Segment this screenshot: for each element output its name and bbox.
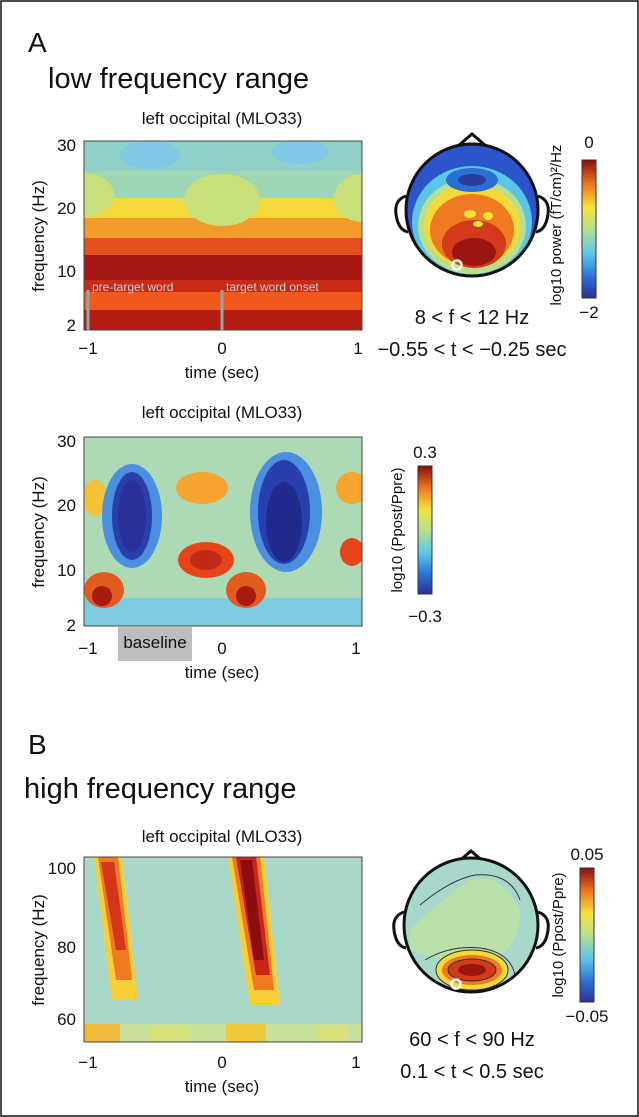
topomap-high-frequency <box>392 849 550 994</box>
panel-b-letter: B <box>28 729 47 760</box>
colorbar-power-label: log10 power (fT/cm)²/Hz <box>548 145 565 306</box>
plot3-heatmap <box>84 857 362 1042</box>
pre-target-annotation: pre-target word <box>92 280 173 294</box>
plot1-ylabel: frequency (Hz) <box>29 180 48 291</box>
colorbar-ratio-high-label: log10 (Ppost/Ppre) <box>550 872 567 997</box>
target-onset-annotation: target word onset <box>226 280 319 294</box>
colorbar-power <box>581 159 597 299</box>
plot1-ytick: 10 <box>57 262 76 281</box>
colorbar-ratio-low <box>417 465 433 595</box>
plot2-ytick: 10 <box>57 561 76 580</box>
topo1-time-range: −0.55 < t < −0.25 sec <box>377 339 566 361</box>
plot2-ytick: 2 <box>67 616 76 635</box>
plot2-xtick: −1 <box>78 639 97 658</box>
plot3-ylabel: frequency (Hz) <box>29 894 48 1005</box>
plot3-ytick: 80 <box>57 938 76 957</box>
plot1-xlabel: time (sec) <box>185 363 260 382</box>
plot2-title: left occipital (MLO33) <box>142 403 303 422</box>
plot3-xtick: 1 <box>351 1053 360 1072</box>
topo2-frequency-range: 60 < f < 90 Hz <box>409 1029 535 1051</box>
plot3-xtick: 0 <box>217 1053 226 1072</box>
plot3-ytick: 100 <box>48 859 76 878</box>
plot1-ytick: 30 <box>57 136 76 155</box>
plot1-title: left occipital (MLO33) <box>142 109 303 128</box>
colorbar-ratio-high <box>579 867 595 1003</box>
plot1-ytick: 2 <box>67 316 76 335</box>
baseline-box <box>118 627 192 661</box>
plot2-xtick: 0 <box>217 639 226 658</box>
sensor-marker <box>451 259 463 271</box>
plot2-heatmap <box>84 437 362 626</box>
plot1-xtick: 0 <box>217 339 226 358</box>
colorbar-ratio-low-min: −0.3 <box>408 607 442 626</box>
colorbar-ratio-low-max: 0.3 <box>413 443 437 462</box>
plot2-xtick: 1 <box>351 639 360 658</box>
plot3-xlabel: time (sec) <box>185 1077 260 1096</box>
colorbar-ratio-low-label: log10 (Ppost/Ppre) <box>389 467 406 592</box>
plot3-ytick: 60 <box>57 1010 76 1029</box>
plot1-xtick: −1 <box>78 339 97 358</box>
panel-a-heading: low frequency range <box>48 63 309 95</box>
plot3-xtick: −1 <box>78 1053 97 1072</box>
topomap-low-frequency <box>394 132 550 278</box>
plot2-xlabel: time (sec) <box>185 663 260 682</box>
sensor-marker <box>450 978 462 990</box>
baseline-label: baseline <box>123 633 186 652</box>
plot2-ylabel: frequency (Hz) <box>29 476 48 587</box>
panel-a-letter: A <box>28 27 47 58</box>
colorbar-ratio-high-max: 0.05 <box>570 845 603 864</box>
plot1-xtick: 1 <box>353 339 362 358</box>
plot3-title: left occipital (MLO33) <box>142 827 303 846</box>
plot1-heatmap <box>84 141 362 330</box>
plot2-ytick: 20 <box>57 496 76 515</box>
panel-b-heading: high frequency range <box>24 773 296 805</box>
colorbar-power-max: 0 <box>584 133 593 152</box>
colorbar-power-min: −2 <box>579 303 598 322</box>
plot2-ytick: 30 <box>57 432 76 451</box>
plot1-ytick: 20 <box>57 199 76 218</box>
topo1-frequency-range: 8 < f < 12 Hz <box>415 307 530 329</box>
topo2-time-range: 0.1 < t < 0.5 sec <box>400 1061 543 1083</box>
colorbar-ratio-high-min: −0.05 <box>565 1007 608 1026</box>
